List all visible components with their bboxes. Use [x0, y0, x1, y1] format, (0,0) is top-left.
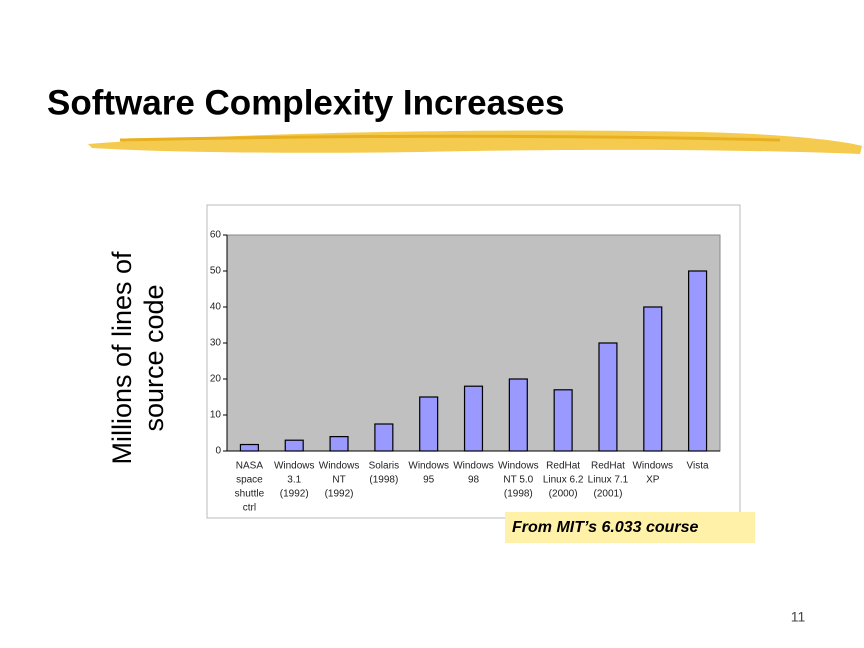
bar — [508, 378, 528, 452]
x-tick-label: Windows — [632, 461, 673, 472]
y-label-line: Millions of lines of — [107, 251, 137, 465]
highlighter-stroke — [88, 130, 862, 154]
x-tick-label: (1998) — [369, 475, 398, 486]
bar — [688, 270, 708, 452]
x-tick-label: Windows — [453, 461, 494, 472]
x-tick-label: (1992) — [280, 489, 309, 500]
x-tick-label: 98 — [468, 475, 480, 486]
x-tick-label: (2000) — [549, 489, 578, 500]
bar — [419, 396, 439, 452]
highlighter-streak — [119, 134, 781, 142]
y-tick-label: 20 — [210, 374, 222, 385]
x-tick-label: RedHat — [591, 461, 625, 472]
y-axis-label: Millions of lines of source code — [107, 251, 169, 465]
bar — [553, 389, 573, 452]
x-tick-label: Windows — [274, 461, 315, 472]
y-tick-label: 10 — [210, 410, 222, 421]
note-box — [505, 512, 755, 543]
x-tick-label: NT 5.0 — [503, 475, 533, 486]
x-tick-label: shuttle — [235, 489, 265, 500]
page-number: 11 — [791, 609, 806, 625]
x-tick-label: (2001) — [594, 489, 623, 500]
y-tick-label: 0 — [215, 446, 221, 457]
x-tick-label: space — [236, 475, 263, 486]
x-tick-label: (1998) — [504, 489, 533, 500]
slide-title: Software Complexity Increases — [47, 83, 564, 122]
y-tick-label: 50 — [210, 266, 222, 277]
y-tick-label: 40 — [210, 302, 222, 313]
y-tick-label: 60 — [210, 230, 222, 241]
bar — [239, 443, 259, 452]
x-tick-label: Solaris — [369, 461, 400, 472]
x-tick-label: NT — [332, 475, 345, 486]
x-tick-label: 95 — [423, 475, 435, 486]
bar — [598, 342, 618, 452]
x-tick-label: Linux 7.1 — [588, 475, 629, 486]
x-tick-label: Linux 6.2 — [543, 475, 584, 486]
x-tick-label: ctrl — [243, 503, 256, 514]
note: From MIT’s 6.033 course — [512, 519, 699, 536]
x-tick-label: XP — [646, 475, 660, 486]
y-label-line: source code — [139, 284, 169, 431]
x-tick-label: (1992) — [325, 489, 354, 500]
bar — [374, 423, 394, 452]
x-tick-label: Windows — [498, 461, 539, 472]
bar — [329, 436, 349, 452]
x-tick-label: Vista — [687, 461, 709, 472]
x-tick-label: RedHat — [546, 461, 580, 472]
x-tick-label: NASA — [236, 461, 264, 472]
x-tick-label: Windows — [319, 461, 360, 472]
x-tick-label: 3.1 — [287, 475, 301, 486]
x-tick-label: Windows — [408, 461, 449, 472]
bar — [284, 439, 304, 452]
bar — [463, 385, 484, 452]
bar — [643, 306, 663, 452]
y-tick-label: 30 — [210, 338, 222, 349]
